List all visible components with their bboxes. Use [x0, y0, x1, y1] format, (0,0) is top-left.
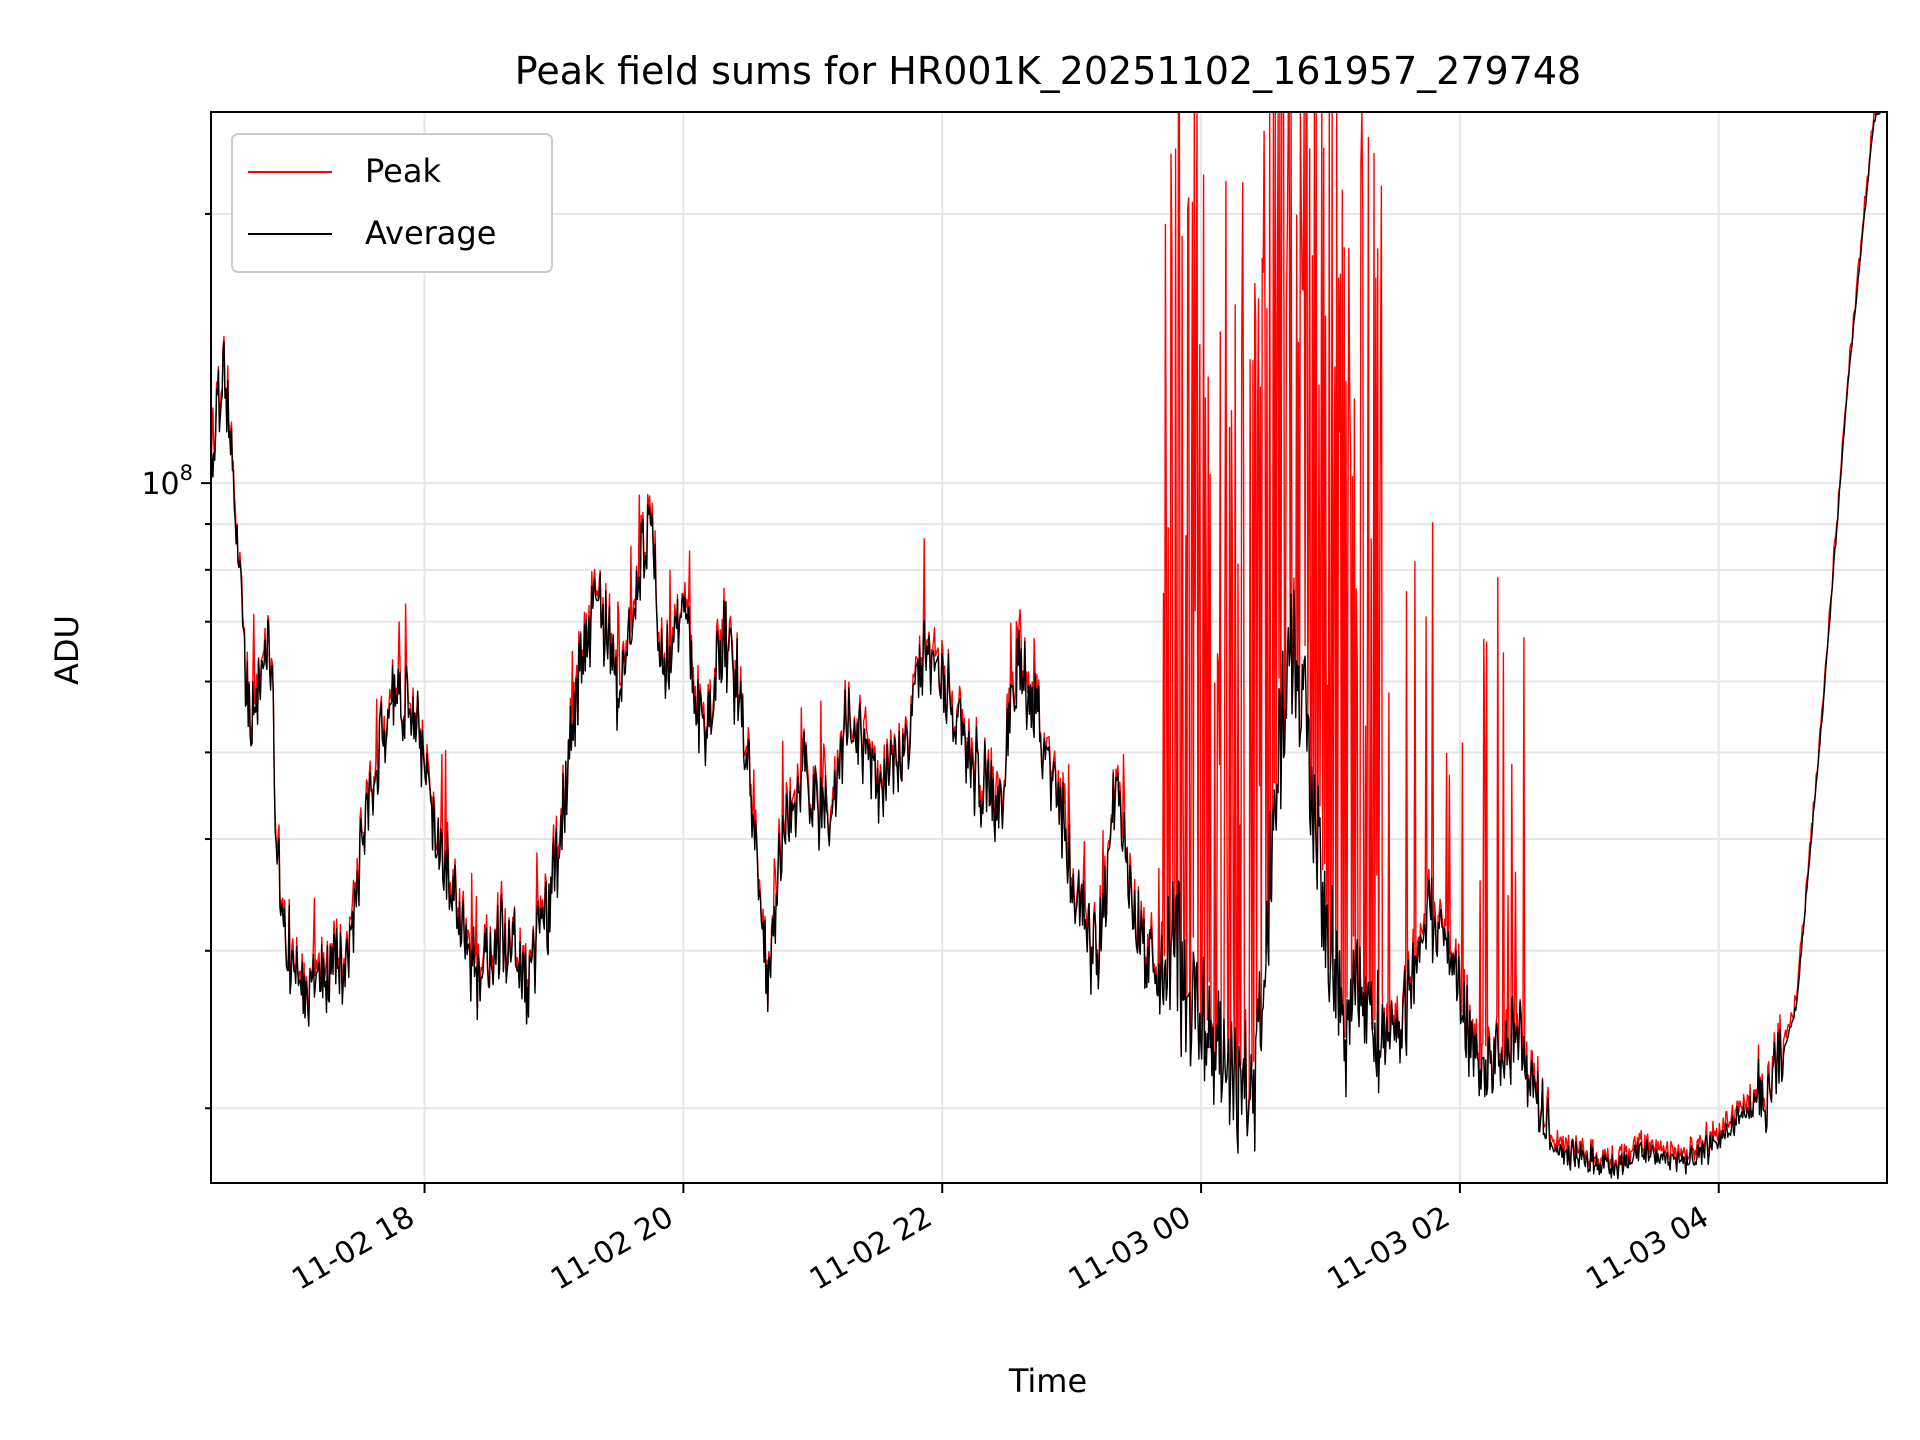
series: [210, 111, 1887, 1180]
plot-frame: [210, 111, 1888, 1184]
legend: Peak Average: [231, 133, 553, 273]
y-tick-label: 108: [141, 461, 193, 502]
chart-title: Peak field sums for HR001K_20251102_1619…: [515, 49, 1581, 93]
legend-average-label: Average: [365, 214, 496, 252]
legend-box: [231, 133, 553, 273]
average-series-line: [210, 111, 1887, 1180]
peak-series-line: [210, 111, 1887, 1179]
x-axis-label: Time: [1008, 1362, 1087, 1400]
y-axis-label: ADU: [48, 615, 86, 685]
legend-peak-label: Peak: [365, 152, 441, 190]
plot-border: [210, 111, 1888, 1184]
